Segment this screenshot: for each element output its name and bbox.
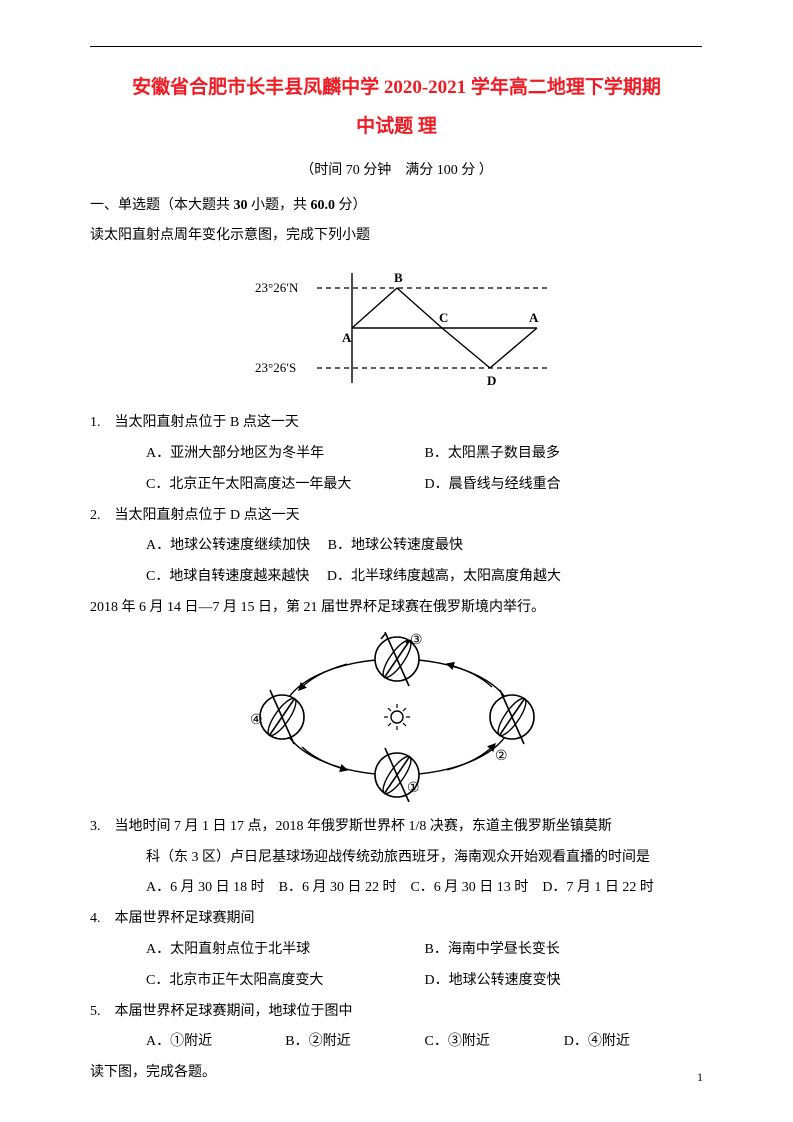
q1-num: 1. [90, 415, 101, 430]
question-1: 1. 当太阳直射点位于 B 点这一天 [90, 408, 703, 439]
label-1: ① [407, 781, 420, 796]
q2-opt-d: D．北半球纬度越高，太阳高度角越大 [327, 569, 561, 584]
exam-meta: （时间 70 分钟 满分 100 分 ） [90, 156, 703, 187]
q2-opt-b: B．地球公转速度最快 [328, 538, 463, 553]
q1-opt-c: C．北京正午太阳高度达一年最大 [146, 470, 425, 501]
question-4: 4. 本届世界杯足球赛期间 [90, 904, 703, 935]
q3-num: 3. [90, 819, 101, 834]
q2-row1: A．地球公转速度继续加快 B．地球公转速度最快 [90, 531, 703, 562]
globe-2 [490, 690, 534, 744]
q4-opt-d: D．地球公转速度变快 [425, 966, 704, 997]
q4-opt-c: C．北京市正午太阳高度变大 [146, 966, 425, 997]
label-B: B [394, 270, 403, 285]
q3-opt-a: A．6 月 30 日 18 时 [146, 880, 265, 895]
doc-title-line2: 中试题 理 [90, 106, 703, 148]
section-points: 60.0 [311, 198, 336, 213]
page-number: 1 [697, 1064, 703, 1090]
question-3: 3. 当地时间 7 月 1 日 17 点，2018 年俄罗斯世界杯 1/8 决赛… [90, 812, 703, 843]
q5-opt-d: D．④附近 [564, 1027, 703, 1058]
q1-opt-a: A．亚洲大部分地区为冬半年 [146, 439, 425, 470]
globe-4 [260, 690, 304, 744]
q4-stem: 本届世界杯足球赛期间 [115, 911, 255, 926]
q5-opt-b: B．②附近 [285, 1027, 424, 1058]
label-A-right: A [529, 310, 539, 325]
q5-num: 5. [90, 1004, 101, 1019]
section-header: 一、单选题（本大题共 30 小题，共 60.0 分） [90, 191, 703, 222]
solar-point-diagram: 23°26′N 23°26′S A B C D A [247, 258, 547, 398]
label-south: 23°26′S [255, 360, 296, 375]
intro-text-1: 读太阳直射点周年变化示意图，完成下列小题 [90, 221, 703, 252]
label-C: C [439, 310, 448, 325]
q4-opt-a: A．太阳直射点位于北半球 [146, 935, 425, 966]
q4-row2: C．北京市正午太阳高度变大 D．地球公转速度变快 [90, 966, 703, 997]
section-mid: 小题，共 [248, 198, 311, 213]
q5-stem: 本届世界杯足球赛期间，地球位于图中 [115, 1004, 353, 1019]
q2-row2: C．地球自转速度越来越快 D．北半球纬度越高，太阳高度角越大 [90, 562, 703, 593]
q1-opt-b: B．太阳黑子数目最多 [425, 439, 704, 470]
q4-opt-b: B．海南中学昼长变长 [425, 935, 704, 966]
q2-opt-a: A．地球公转速度继续加快 [146, 538, 310, 553]
section-suffix: 分） [335, 198, 367, 213]
q5-opt-a: A．①附近 [146, 1027, 285, 1058]
q1-row2: C．北京正午太阳高度达一年最大 D．晨昏线与经线重合 [90, 470, 703, 501]
q3-stem1: 当地时间 7 月 1 日 17 点，2018 年俄罗斯世界杯 1/8 决赛，东道… [115, 819, 612, 834]
q3-opt-b: B．6 月 30 日 22 时 [279, 880, 397, 895]
q3-opt-d: D．7 月 1 日 22 时 [542, 880, 654, 895]
q2-opt-c: C．地球自转速度越来越快 [146, 569, 309, 584]
q5-opt-c: C．③附近 [425, 1027, 564, 1058]
q5-opts: A．①附近 B．②附近 C．③附近 D．④附近 [90, 1027, 703, 1058]
q1-stem: 当太阳直射点位于 B 点这一天 [115, 415, 299, 430]
q3-opts: A．6 月 30 日 18 时 B．6 月 30 日 22 时 C．6 月 30… [90, 873, 703, 904]
section-count: 30 [234, 198, 248, 213]
question-2: 2. 当太阳直射点位于 D 点这一天 [90, 501, 703, 532]
label-4: ④ [250, 713, 263, 728]
label-A-left: A [342, 330, 352, 345]
q4-row1: A．太阳直射点位于北半球 B．海南中学昼长变长 [90, 935, 703, 966]
doc-title-line1: 安徽省合肥市长丰县凤麟中学 2020-2021 学年高二地理下学期期 [90, 70, 703, 106]
q1-opt-d: D．晨昏线与经线重合 [425, 470, 704, 501]
q1-row1: A．亚洲大部分地区为冬半年 B．太阳黑子数目最多 [90, 439, 703, 470]
q3-stem2: 科（东 3 区）卢日尼基球场迎战传统劲旅西班牙，海南观众开始观看直播的时间是 [90, 843, 703, 874]
label-D: D [487, 373, 496, 388]
question-5: 5. 本届世界杯足球赛期间，地球位于图中 [90, 997, 703, 1028]
intro-text-2: 2018 年 6 月 14 日—7 月 15 日，第 21 届世界杯足球赛在俄罗… [90, 593, 703, 624]
label-2: ② [495, 749, 508, 764]
q3-opt-c: C．6 月 30 日 13 时 [410, 880, 528, 895]
section-prefix: 一、单选题（本大题共 [90, 198, 234, 213]
orbit-diagram: ① ② ③ ④ [247, 632, 547, 802]
outro-text: 读下图，完成各题。 [90, 1058, 703, 1089]
q2-stem: 当太阳直射点位于 D 点这一天 [115, 508, 300, 523]
q4-num: 4. [90, 911, 101, 926]
label-3: ③ [410, 633, 423, 648]
q2-num: 2. [90, 508, 101, 523]
top-rule [90, 46, 702, 47]
label-north: 23°26′N [255, 280, 299, 295]
